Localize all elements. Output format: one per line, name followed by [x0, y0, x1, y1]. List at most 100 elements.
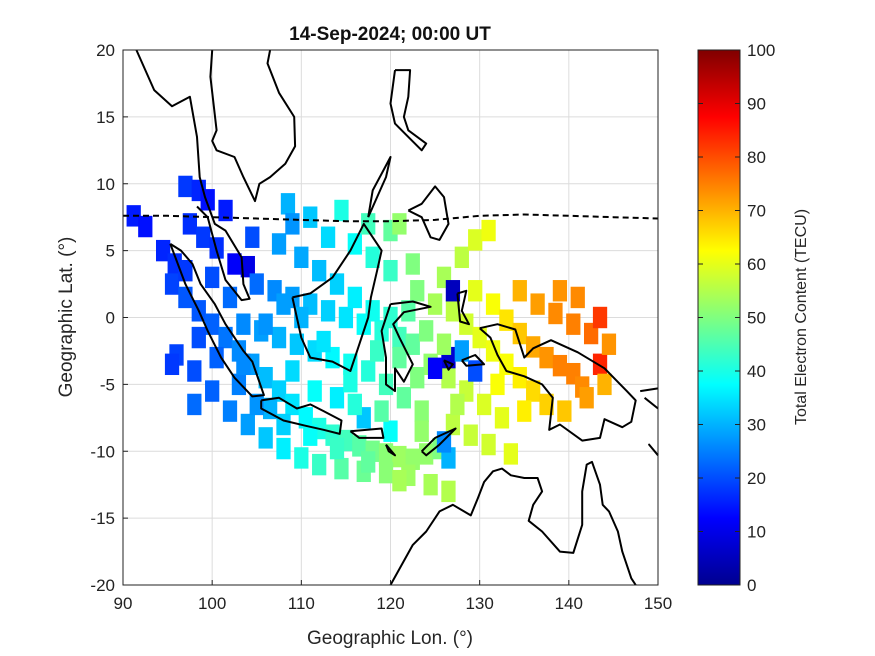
- tec-cell: [294, 447, 309, 469]
- tec-cell: [312, 259, 327, 282]
- x-axis-label: Geographic Lon. (°): [307, 628, 473, 649]
- tec-cell: [312, 453, 327, 476]
- tec-cell: [441, 366, 456, 389]
- tec-cell: [285, 393, 300, 416]
- coastline: [420, 427, 457, 457]
- colorbar-tick-label: 90: [747, 95, 766, 114]
- tec-cell: [597, 373, 612, 396]
- y-tick-label: -15: [90, 509, 115, 528]
- tec-cell: [374, 400, 389, 422]
- tec-cell: [583, 322, 599, 345]
- tec-cell: [191, 326, 206, 349]
- tec-cell: [468, 360, 483, 382]
- tec-cell: [271, 233, 287, 255]
- tec-cell: [218, 326, 233, 349]
- tec-cell: [378, 461, 394, 484]
- tec-cell: [450, 393, 465, 416]
- coastline: [648, 443, 659, 456]
- tec-cell: [138, 215, 153, 238]
- x-axis-ticks: 90 100 110 120 130 140 150: [114, 580, 672, 613]
- tec-cell: [445, 280, 461, 302]
- tec-cell: [592, 353, 608, 376]
- colorbar-tick-label: 100: [747, 41, 775, 60]
- tec-cell: [262, 397, 278, 420]
- tec-cell: [512, 366, 527, 389]
- tec-cell: [303, 206, 318, 228]
- coastline: [479, 323, 637, 442]
- tec-cell: [178, 286, 193, 309]
- tec-cell: [155, 239, 171, 262]
- tec-cell: [468, 229, 483, 251]
- colorbar-tick-label: 70: [747, 202, 766, 221]
- tec-cell: [218, 199, 233, 222]
- colorbar-tick-label: 60: [747, 255, 766, 274]
- tec-cell: [552, 354, 568, 377]
- tec-cell: [334, 199, 349, 222]
- tec-cell: [365, 246, 380, 269]
- tec-cell: [427, 293, 443, 315]
- tec-cell: [419, 443, 434, 465]
- x-tick-label: 140: [555, 594, 583, 613]
- x-tick-label: 130: [465, 594, 493, 613]
- colorbar-label: Total Electron Content (TECU): [793, 209, 810, 425]
- tec-cell: [320, 300, 336, 322]
- tec-cell: [392, 346, 407, 369]
- coastline: [291, 222, 383, 372]
- tec-cells: [126, 175, 617, 503]
- colorbar-tick-label: 80: [747, 148, 766, 167]
- y-tick-label: 10: [96, 175, 115, 194]
- tec-cell: [392, 213, 407, 235]
- tec-cell: [178, 175, 193, 198]
- coastline: [389, 69, 428, 152]
- tec-cell: [485, 340, 501, 362]
- coastline: [443, 359, 454, 371]
- tec-cell: [410, 366, 425, 389]
- tec-cell: [187, 393, 202, 416]
- tec-cell: [361, 360, 376, 382]
- tec-cell: [205, 380, 220, 402]
- tec-cell: [463, 424, 478, 446]
- tec-cell: [369, 340, 385, 362]
- tec-cell: [258, 313, 273, 335]
- tec-cell: [392, 469, 407, 492]
- coastline: [135, 49, 251, 302]
- tec-cell: [205, 313, 220, 335]
- tec-cell: [329, 273, 345, 295]
- tec-cell: [222, 286, 238, 309]
- tec-cell: [570, 286, 585, 309]
- y-axis-ticks: 20 15 10 5 0 -5 -10 -15 -20: [90, 41, 128, 595]
- tec-cell: [579, 387, 594, 409]
- colorbar-tick-label: 0: [747, 576, 756, 595]
- chart-title: 14-Sep-2024; 00:00 UT: [289, 24, 491, 45]
- tec-cell: [481, 433, 496, 456]
- tec-cell: [526, 380, 541, 402]
- tec-cell: [249, 273, 264, 295]
- tec-cell: [476, 393, 492, 416]
- y-tick-label: 20: [96, 41, 115, 60]
- tec-cell: [454, 246, 469, 269]
- tec-cell: [320, 226, 336, 248]
- tec-cell: [517, 400, 532, 422]
- coastline: [380, 300, 432, 393]
- colorbar: [697, 49, 741, 586]
- y-axis-label: Geographic Lat. (°): [56, 237, 77, 398]
- tec-cell: [280, 193, 296, 215]
- tec-cell: [481, 219, 496, 242]
- coastline: [209, 49, 297, 203]
- tec-cell: [187, 360, 202, 382]
- tec-cell: [427, 357, 443, 380]
- tec-cell: [316, 330, 331, 353]
- colorbar-tick-label: 30: [747, 416, 766, 435]
- tec-cell: [289, 333, 305, 355]
- tec-cell: [298, 407, 313, 429]
- tec-cell: [182, 213, 198, 235]
- tec-cell: [276, 293, 291, 315]
- coastline: [640, 387, 659, 393]
- tec-cell: [566, 313, 581, 335]
- tec-cell: [271, 380, 287, 402]
- tec-cell: [258, 427, 273, 449]
- tec-cell: [539, 346, 554, 369]
- tec-cell: [236, 313, 251, 335]
